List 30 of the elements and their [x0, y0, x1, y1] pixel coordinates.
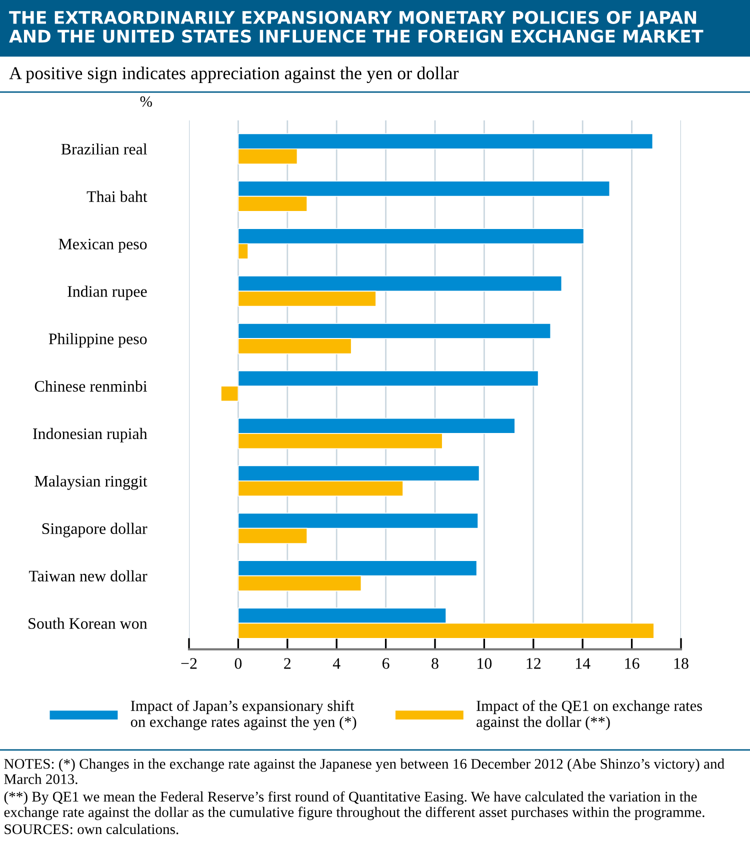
x-tick-label: 16 [625, 658, 640, 669]
text: NOTES: (*) Changes in the exchange rate against the Japanese yen between 16 December 2012 (Abe Shinzo’s victory) and March 2013. [4, 758, 724, 784]
x-tick-label: −2 [181, 658, 197, 669]
y-tick-label: Taiwan new dollar [28, 570, 148, 582]
y-tick-label: South Korean won [28, 618, 148, 629]
legend-label: Impact of Japan’s expansionary shift on exchange rates against the yen (*) [130, 700, 356, 730]
y-tick-label: Brazilian real [61, 143, 148, 155]
x-tick-label: 6 [382, 658, 390, 669]
chart-title: THE EXTRAORDINARILY EXPANSIONARY MONETARY POLICIES OF JAPAN AND THE UNITED STATES INFLUENCE THE FOREIGN EXCHANGE MARKET [9, 10, 704, 43]
x-tick-label: 8 [432, 658, 438, 669]
source-note: SOURCES: own calculations. [4, 824, 178, 834]
y-tick-label: Indian rupee [68, 286, 147, 300]
y-tick-label: Chinese renminbi [34, 380, 148, 392]
x-tick-label: 14 [576, 658, 590, 669]
y-tick-label: Indonesian rupiah [33, 428, 148, 442]
x-tick-label: 0 [234, 658, 242, 669]
x-tick-label: 4 [332, 658, 340, 669]
y-axis-title: % [140, 96, 152, 107]
x-tick-label: 12 [526, 658, 541, 669]
x-tick-label: 10 [478, 658, 492, 669]
y-tick-label: Thai baht [86, 190, 148, 202]
text: (**) By QE1 we mean the Federal Reserve’s first round of Quantitative Easing. We have calculated the variation in the exchange rate against the dollar as the cumulative figure throughout the different asset purchases within the programme. [4, 791, 704, 820]
chart-subtitle: A positive sign indicates appreciation against the yen or dollar [9, 66, 459, 84]
y-tick-label: Malaysian ringgit [34, 475, 148, 490]
x-tick-label: 18 [674, 658, 688, 669]
y-tick-label: Singapore dollar [42, 522, 148, 538]
y-tick-label: Philippine peso [48, 333, 147, 348]
x-tick-label: 2 [284, 658, 291, 669]
y-tick-label: Mexican peso [58, 238, 147, 253]
legend-label: Impact of the QE1 on exchange rates against the dollar (**) [476, 700, 702, 730]
